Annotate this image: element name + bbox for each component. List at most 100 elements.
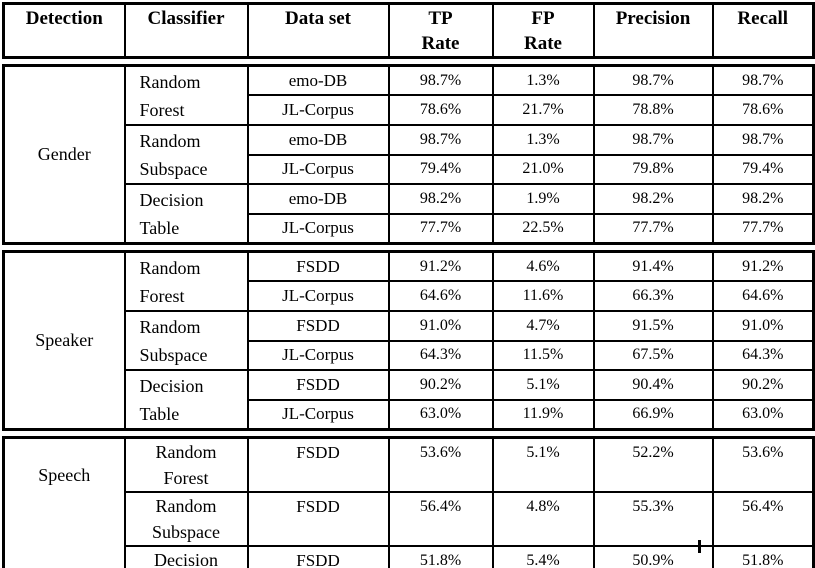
fp-rate-cell: 5.1% <box>491 369 595 401</box>
detection-cell: Speaker <box>2 250 126 431</box>
tp-rate-cell: 51.8% <box>387 545 494 568</box>
precision-cell: 79.8% <box>592 153 714 185</box>
section-speaker: Speaker Random Forest FSDD 91.2% 4.6% 91… <box>2 250 815 431</box>
dataset-cell: JL-Corpus <box>246 153 390 185</box>
recall-cell: 78.6% <box>711 94 815 126</box>
classifier-cell: Random Forest <box>123 64 249 126</box>
fp-rate-cell: 5.4% <box>491 545 595 568</box>
section-gender: Gender Random Forest emo-DB 98.7% 1.3% 9… <box>2 64 815 245</box>
classifier-cell: Random Subspace <box>123 124 249 185</box>
recall-cell: 63.0% <box>711 398 815 431</box>
table-row: JL-Corpus 78.6% 21.7% 78.8% 78.6% <box>4 94 815 126</box>
dataset-cell: FSDD <box>246 491 390 547</box>
precision-cell: 98.2% <box>592 183 714 215</box>
tp-rate-cell: 79.4% <box>387 153 494 185</box>
classifier-cell: Random Forest <box>123 250 249 312</box>
table-row: JL-Corpus 64.6% 11.6% 66.3% 64.6% <box>4 280 815 312</box>
column-header-tp-rate: TP Rate <box>387 2 494 59</box>
tp-rate-cell: 98.7% <box>387 64 494 97</box>
recall-cell: 98.7% <box>711 124 815 156</box>
tp-rate-cell: 98.7% <box>387 124 494 156</box>
table-row: Decision Table emo-DB 98.2% 1.9% 98.2% 9… <box>4 183 815 245</box>
tp-rate-cell: 77.7% <box>387 212 494 245</box>
dataset-cell: emo-DB <box>246 124 390 156</box>
table-row: Decision Table FSDD 51.8% 5.4% 50.9% 51.… <box>4 545 815 568</box>
fp-rate-cell: 5.1% <box>491 436 595 493</box>
tp-rate-cell: 91.0% <box>387 310 494 342</box>
precision-cell: 77.7% <box>592 212 714 245</box>
recall-cell: 64.3% <box>711 339 815 371</box>
precision-cell: 66.9% <box>592 398 714 431</box>
table-row: JL-Corpus 79.4% 21.0% 79.8% 79.4% <box>4 153 815 185</box>
detection-cell: Speech <box>2 436 126 568</box>
fp-rate-cell: 4.8% <box>491 491 595 547</box>
recall-cell: 64.6% <box>711 280 815 312</box>
column-header-dataset: Data set <box>246 2 390 59</box>
tp-rate-cell: 64.6% <box>387 280 494 312</box>
dataset-cell: FSDD <box>246 250 390 283</box>
fp-rate-cell: 4.7% <box>491 310 595 342</box>
recall-cell: 91.0% <box>711 310 815 342</box>
table-row: JL-Corpus 64.3% 11.5% 67.5% 64.3% <box>4 339 815 371</box>
section-speech: Speech Random Forest FSDD 53.6% 5.1% 52.… <box>2 436 815 568</box>
fp-rate-cell: 22.5% <box>491 212 595 245</box>
precision-cell: 52.2% <box>592 436 714 493</box>
table-row: Random Subspace FSDD 56.4% 4.8% 55.3% 56… <box>4 491 815 547</box>
fp-rate-cell: 21.0% <box>491 153 595 185</box>
tp-rate-cell: 98.2% <box>387 183 494 215</box>
recall-cell: 98.2% <box>711 183 815 215</box>
dataset-cell: JL-Corpus <box>246 212 390 245</box>
precision-cell: 98.7% <box>592 64 714 97</box>
recall-cell: 77.7% <box>711 212 815 245</box>
text-caret-artifact <box>698 540 701 553</box>
tp-rate-cell: 64.3% <box>387 339 494 371</box>
fp-rate-cell: 1.3% <box>491 64 595 97</box>
table-row: Speech Random Forest FSDD 53.6% 5.1% 52.… <box>2 436 815 568</box>
table-row: JL-Corpus 63.0% 11.9% 66.9% 63.0% <box>4 398 815 431</box>
column-header-fp-rate: FP Rate <box>491 2 595 59</box>
recall-cell: 98.7% <box>711 64 815 97</box>
tp-rate-cell: 78.6% <box>387 94 494 126</box>
precision-cell: 55.3% <box>592 491 714 547</box>
column-header-detection: Detection <box>2 2 126 59</box>
tp-rate-cell: 91.2% <box>387 250 494 283</box>
fp-rate-cell: 4.6% <box>491 250 595 283</box>
classifier-cell: Random Subspace <box>123 310 249 371</box>
fp-rate-cell: 1.3% <box>491 124 595 156</box>
column-header-recall: Recall <box>711 2 815 59</box>
dataset-cell: JL-Corpus <box>246 94 390 126</box>
fp-rate-cell: 11.5% <box>491 339 595 371</box>
table-row: JL-Corpus 77.7% 22.5% 77.7% 77.7% <box>4 212 815 245</box>
table-row: Random Subspace emo-DB 98.7% 1.3% 98.7% … <box>4 124 815 185</box>
recall-cell: 56.4% <box>711 491 815 547</box>
recall-cell: 53.6% <box>711 436 815 493</box>
precision-cell: 78.8% <box>592 94 714 126</box>
classifier-cell: Decision Table <box>123 545 249 568</box>
precision-cell: 90.4% <box>592 369 714 401</box>
classifier-cell: Random Forest <box>123 436 249 493</box>
table-row: Gender Random Forest emo-DB 98.7% 1.3% 9… <box>2 64 815 245</box>
classifier-cell: Decision Table <box>123 369 249 431</box>
precision-cell: 67.5% <box>592 339 714 371</box>
dataset-cell: FSDD <box>246 369 390 401</box>
tp-rate-cell: 56.4% <box>387 491 494 547</box>
recall-cell: 91.2% <box>711 250 815 283</box>
dataset-cell: FSDD <box>246 310 390 342</box>
column-header-classifier: Classifier <box>123 2 249 59</box>
precision-cell: 91.4% <box>592 250 714 283</box>
recall-cell: 79.4% <box>711 153 815 185</box>
dataset-cell: emo-DB <box>246 183 390 215</box>
fp-rate-cell: 21.7% <box>491 94 595 126</box>
dataset-cell: FSDD <box>246 545 390 568</box>
fp-rate-cell: 1.9% <box>491 183 595 215</box>
table-row: Decision Table FSDD 90.2% 5.1% 90.4% 90.… <box>4 369 815 431</box>
recall-cell: 90.2% <box>711 369 815 401</box>
classifier-cell: Decision Table <box>123 183 249 245</box>
table-header-block: Detection Classifier Data set TP Rate FP… <box>2 2 815 59</box>
header-row: Detection Classifier Data set TP Rate FP… <box>2 2 815 59</box>
table-row: Random Subspace FSDD 91.0% 4.7% 91.5% 91… <box>4 310 815 371</box>
tp-rate-cell: 63.0% <box>387 398 494 431</box>
table-row: Speaker Random Forest FSDD 91.2% 4.6% 91… <box>2 250 815 431</box>
dataset-cell: emo-DB <box>246 64 390 97</box>
